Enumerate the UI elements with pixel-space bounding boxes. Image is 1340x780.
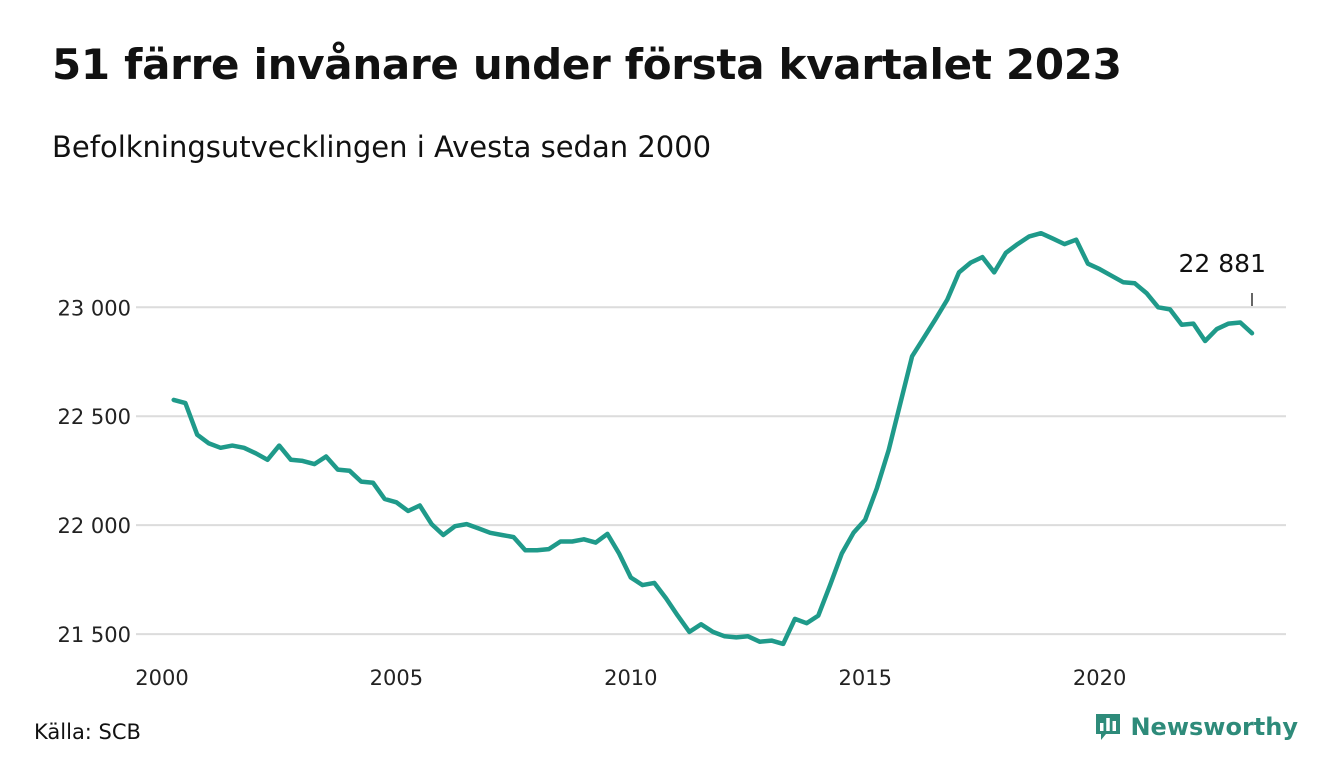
newsworthy-logo-icon <box>1096 714 1121 740</box>
chart-title: 51 färre invånare under första kvartalet… <box>52 40 1122 89</box>
chart-subtitle: Befolkningsutvecklingen i Avesta sedan 2… <box>52 130 712 164</box>
annotation-layer: 22 881 <box>1179 249 1266 306</box>
series-line-0 <box>171 230 1255 647</box>
y-tick-label: 22 000 <box>58 514 131 538</box>
series-layer <box>171 230 1255 647</box>
x-tick-label: 2000 <box>135 666 188 690</box>
x-tick-label: 2005 <box>370 666 423 690</box>
annotation-label: 22 881 <box>1179 249 1266 278</box>
x-tick-label: 2010 <box>604 666 657 690</box>
source-note: Källa: SCB <box>34 720 141 744</box>
brand-name: Newsworthy <box>1130 713 1298 741</box>
y-tick-label: 21 500 <box>58 623 131 647</box>
brand-logo[interactable]: Newsworthy <box>1094 712 1298 742</box>
x-tick-label: 2020 <box>1073 666 1126 690</box>
gridlines <box>136 306 1286 636</box>
y-tick-label: 22 500 <box>58 405 131 429</box>
x-tick-label: 2015 <box>838 666 891 690</box>
x-axis-ticks: 2000 2005 2010 2015 2020 <box>135 666 1126 690</box>
y-axis-ticks: 21 500 22 000 22 500 23 000 <box>58 296 131 647</box>
y-tick-label: 23 000 <box>58 296 131 320</box>
